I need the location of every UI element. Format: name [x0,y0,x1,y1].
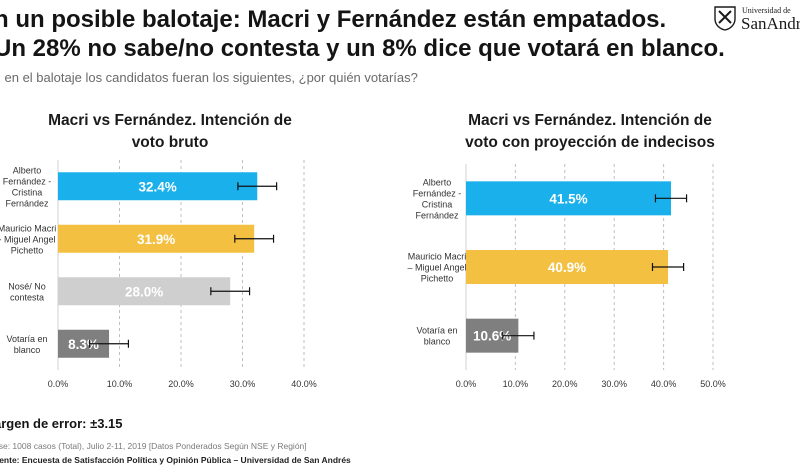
category-label: Alberto Fernández -Cristina Fernández [413,177,462,220]
data-label: 28.0% [125,284,163,299]
x-tick-label: 10.0% [503,379,529,389]
bar [58,172,258,201]
x-tick-label: 20.0% [552,379,578,389]
slide-title-line-1: n un posible balotaje: Macri y Fernández… [0,6,667,33]
logo-line-1: Universidad de [742,6,791,15]
data-label: 41.5% [549,191,587,206]
x-tick-label: 0.0% [456,379,477,389]
chart-title-left-line-1: Macri vs Fernández. Intención de [48,112,292,129]
data-label: 31.9% [137,232,175,247]
data-label: 40.9% [548,260,586,275]
x-tick-label: 50.0% [700,379,726,389]
chart-title-left-line-2: voto bruto [131,134,209,151]
x-tick-label: 20.0% [168,379,194,389]
category-label: Alberto Fernández -Cristina Fernández [3,165,52,208]
category-label: Votaría en blanco [416,326,457,347]
slide-title-line-2: Un 28% no sabe/no contesta y un 8% dice … [0,35,725,62]
x-tick-label: 10.0% [107,379,133,389]
data-label: 32.4% [138,179,176,194]
category-label: Mauricio Macri – Miguel Angel Pichetto [407,252,466,284]
chart-title-right-line-1: Macri vs Fernández. Intención de [468,112,712,129]
x-tick-label: 40.0% [291,379,317,389]
bar [58,224,255,253]
chart-title-right-line-2: voto con proyección de indecisos [465,134,715,151]
x-tick-label: 0.0% [48,379,69,389]
data-label: 10.6% [473,329,511,344]
error-margin: argen de error: ±3.15 [0,416,123,431]
survey-question: i en el balotaje los candidatos fueran l… [0,70,418,85]
category-label: Votaría en blanco [6,334,47,355]
bar [466,250,669,284]
data-label: 8.3% [68,337,99,352]
bar [466,181,672,216]
crest-icon [714,6,736,31]
data-source: uente: Encuesta de Satisfacción Política… [0,455,351,465]
category-label: Nosé/ No contesta [8,281,46,302]
x-tick-label: 30.0% [601,379,627,389]
bar [58,277,231,306]
category-label: Mauricio Macri - Miguel Angel Pichetto [0,223,56,255]
sample-base: ase: 1008 casos (Total), Julio 2-11, 201… [0,441,307,451]
x-tick-label: 30.0% [230,379,256,389]
x-tick-label: 40.0% [651,379,677,389]
chart-title-right: Macri vs Fernández. Intención de voto co… [440,110,740,154]
chart-title-left: Macri vs Fernández. Intención de voto br… [30,110,310,154]
